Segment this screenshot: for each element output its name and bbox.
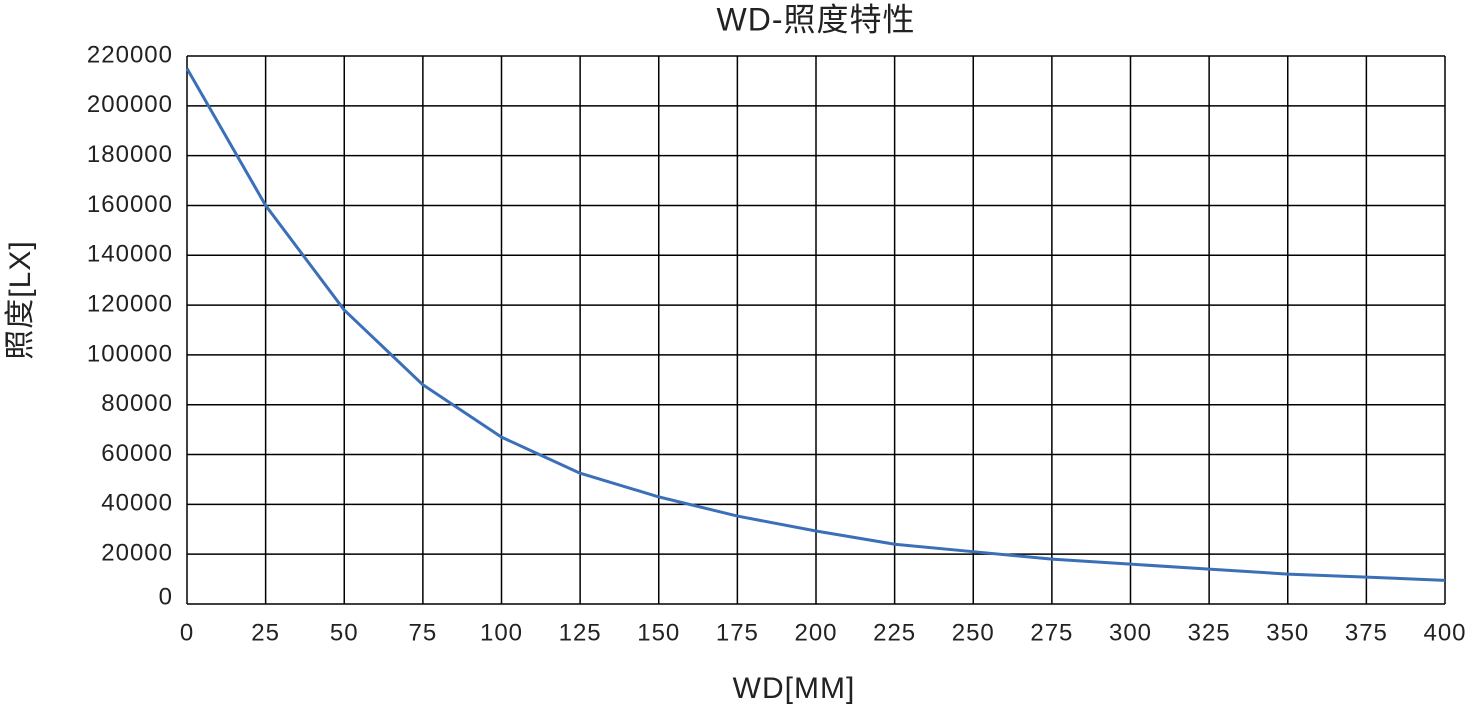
data-line [185,67,1446,582]
y-tick-label: 220000 [87,41,173,68]
x-tick-label: 0 [180,619,194,646]
y-axis-label: 照度[LX] [4,240,37,359]
x-tick-label: 150 [637,619,680,646]
y-tick-label: 60000 [101,440,173,467]
y-tick-label: 40000 [101,490,173,517]
x-tick-label: 275 [1030,619,1073,646]
x-tick-label: 50 [330,619,359,646]
x-axis-label: WD[MM] [733,672,856,705]
x-tick-label: 75 [409,619,438,646]
x-tick-label: 225 [873,619,916,646]
x-tick-label: 250 [952,619,995,646]
x-tick-label: 375 [1345,619,1388,646]
x-tick-label: 350 [1266,619,1309,646]
y-tick-label: 0 [159,583,173,610]
y-tick-label: 200000 [87,91,173,118]
x-tick-label: 400 [1423,619,1466,646]
x-tick-label: 100 [480,619,523,646]
y-tick-label: 120000 [87,290,173,317]
y-tick-label: 80000 [101,390,173,417]
y-tick-label: 180000 [87,141,173,168]
x-tick-label: 300 [1109,619,1152,646]
y-tick-label: 160000 [87,191,173,218]
x-tick-label: 325 [1188,619,1231,646]
chart-title: WD-照度特性 [717,1,916,37]
y-tick-label: 20000 [101,540,173,567]
y-tick-label: 100000 [87,340,173,367]
x-tick-label: 125 [559,619,602,646]
x-tick-label: 175 [716,619,759,646]
x-tick-label: 25 [251,619,280,646]
x-tick-label: 200 [794,619,837,646]
y-tick-label: 140000 [87,241,173,268]
